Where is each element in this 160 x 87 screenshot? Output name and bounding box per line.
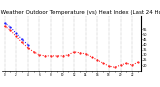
- Title: Milwaukee Weather Outdoor Temperature (vs) Heat Index (Last 24 Hours): Milwaukee Weather Outdoor Temperature (v…: [0, 10, 160, 15]
